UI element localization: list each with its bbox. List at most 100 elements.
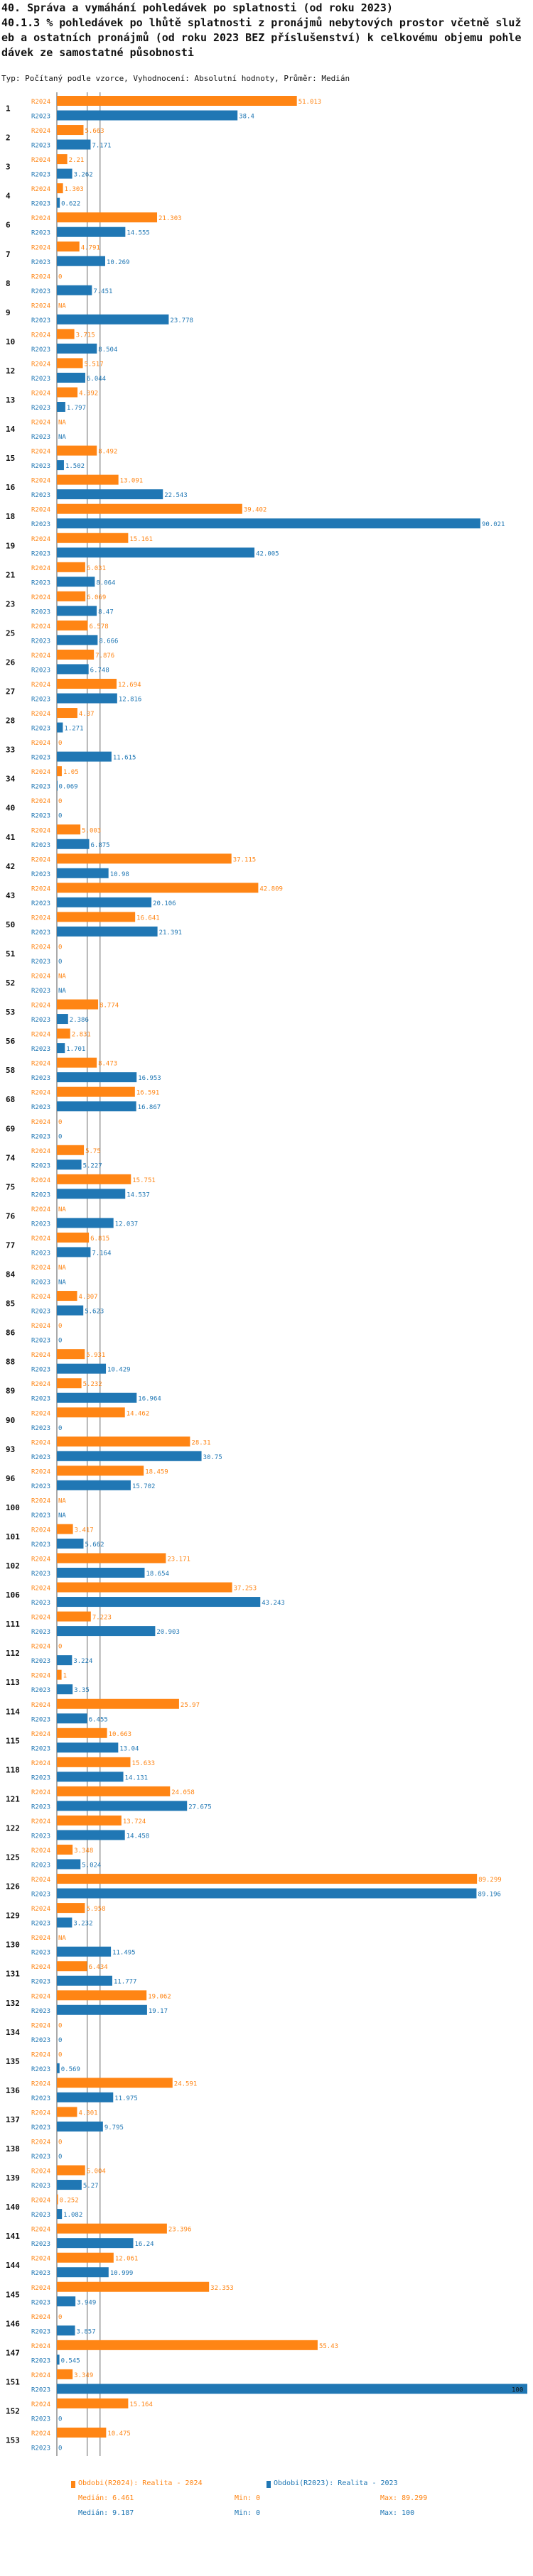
series-label-r2024: R2024 [31,769,50,776]
row-label: 125 [6,1853,20,1862]
series-label-r2024: R2024 [31,2314,50,2321]
value-label-r2024: 16.641 [136,915,160,922]
value-label-r2024: 14.462 [126,1410,150,1417]
legend-r2024-median: Medián: 6.461 [78,2494,134,2502]
series-label-r2023: R2023 [31,988,50,995]
row-label: 77 [6,1240,15,1250]
value-label-r2023: 0.069 [58,784,77,791]
bar-r2024 [57,1815,122,1825]
value-label-r2024: 5.663 [85,128,104,135]
legend-r2024-min: Min: 0 [235,2494,261,2502]
bar-r2023 [57,780,58,791]
series-label-r2024: R2024 [31,478,50,485]
series-label-r2023: R2023 [31,492,50,499]
value-label-r2024: 15.751 [132,1177,156,1184]
row-label: 89 [6,1387,15,1396]
series-label-r2023: R2023 [31,579,50,586]
series-label-r2023: R2023 [31,143,50,150]
series-label-r2023: R2023 [31,842,50,849]
bar-r2024 [57,2223,167,2234]
row-label: 69 [6,1124,15,1133]
value-label-r2023: 23.778 [170,317,193,324]
row-label: 93 [6,1445,15,1454]
series-label-r2024: R2024 [31,1760,50,1767]
series-label-r2023: R2023 [31,1133,50,1140]
row-label: 122 [6,1823,20,1833]
series-label-r2023: R2023 [31,1512,50,1519]
bar-r2024 [57,1582,232,1593]
bar-r2024 [57,999,99,1010]
series-label-r2024: R2024 [31,2022,50,2029]
row-label: 8 [6,279,11,288]
series-label-r2023: R2023 [31,1833,50,1840]
value-label-r2024: 37.115 [233,856,257,863]
series-label-r2024: R2024 [31,1789,50,1796]
value-label-r2024: 89.299 [478,1877,502,1884]
value-label-r2024: 55.43 [319,2343,338,2350]
value-label-r2024: 0 [58,273,62,280]
bar-r2023 [57,402,65,412]
bar-r2023 [57,1480,131,1490]
bar-r2023 [57,2180,82,2190]
series-label-r2024: R2024 [31,2110,50,2117]
row-label: 75 [6,1182,15,1191]
value-label-r2023: 10.999 [110,2270,134,2277]
series-label-r2024: R2024 [31,1556,50,1563]
series-label-r2024: R2024 [31,1527,50,1534]
bar-r2023 [57,1305,84,1316]
value-label-r2023: 3.232 [73,1921,92,1928]
bar-r2024 [57,358,83,369]
row-label: 118 [6,1765,20,1774]
series-label-r2024: R2024 [31,2401,50,2408]
series-label-r2023: R2023 [31,2299,50,2306]
value-label-r2023: 10.98 [110,871,129,878]
row-label: 121 [6,1794,20,1803]
bar-r2023 [57,1830,125,1840]
series-label-r2024: R2024 [31,1177,50,1184]
value-label-r2023: 10.429 [107,1367,131,1374]
page-title: 40. Správa a vymáhání pohledávek po spla… [1,1,393,14]
series-label-r2023: R2023 [31,667,50,674]
series-label-r2024: R2024 [31,1964,50,1971]
value-label-r2023: 100 [512,2386,523,2394]
value-label-r2024: 2.21 [69,157,85,164]
bar-r2024 [57,1378,82,1389]
value-label-r2023: 1.701 [66,1046,85,1053]
row-label: 145 [6,2290,20,2299]
bar-r2023 [57,168,72,179]
chart-subtitle: Typ: Počítaný podle vzorce, Vyhodnocení:… [1,74,350,83]
series-label-r2024: R2024 [31,1061,50,1068]
value-label-r2023: 3.949 [77,2299,96,2306]
value-label-r2023: 22.543 [164,492,188,499]
bar-r2024 [57,1698,179,1709]
bar-r2024 [57,387,78,398]
bar-r2023 [57,1655,72,1666]
value-label-r2024: 5.931 [86,1352,105,1359]
series-label-r2023: R2023 [31,1979,50,1986]
bar-r2024 [57,1874,478,1884]
bar-r2023 [57,2238,134,2249]
value-label-r2024: 6.004 [87,2168,106,2176]
value-label-r2023: 6.748 [90,667,109,674]
value-label-r2024: 6.578 [90,623,109,631]
row-label: 140 [6,2203,20,2212]
series-label-r2023: R2023 [31,2066,50,2073]
series-label-r2023: R2023 [31,2416,50,2423]
bar-r2023 [57,1043,65,1054]
series-label-r2024: R2024 [31,1644,50,1651]
value-label-r2023: 8.666 [99,638,118,645]
bar-r2023 [57,839,90,849]
row-label: 56 [6,1037,16,1046]
series-label-r2024: R2024 [31,623,50,631]
value-label-r2023: 6.455 [89,1716,108,1723]
series-label-r2023: R2023 [31,1803,50,1811]
bar-r2024 [57,241,80,252]
series-label-r2024: R2024 [31,128,50,135]
value-label-r2024: 1.05 [63,769,79,776]
series-label-r2024: R2024 [31,1206,50,1213]
series-label-r2024: R2024 [31,332,50,339]
series-label-r2023: R2023 [31,1600,50,1607]
value-label-r2024: 8.492 [98,449,117,456]
series-label-r2023: R2023 [31,405,50,412]
series-label-r2023: R2023 [31,638,50,645]
